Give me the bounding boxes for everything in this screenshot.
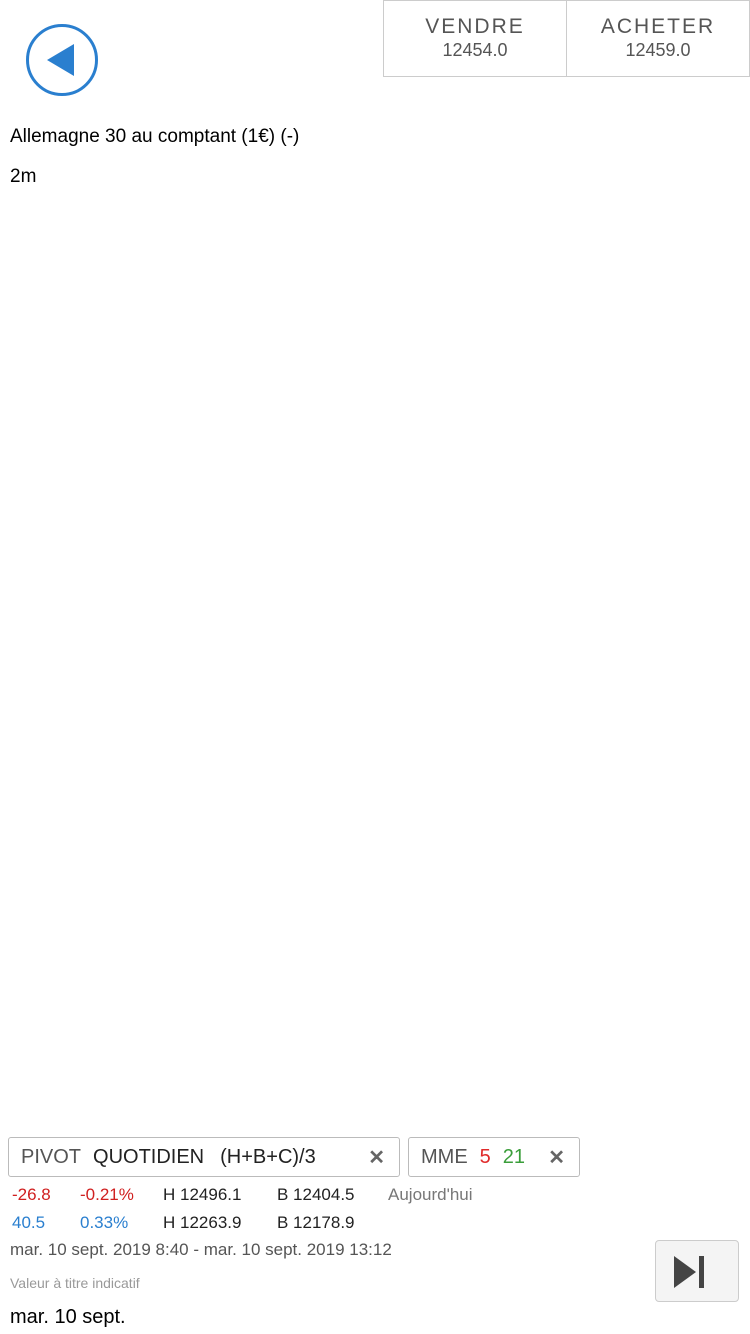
buy-button[interactable]: ACHETER 12459.0 bbox=[567, 0, 750, 77]
high: H 12263.9 bbox=[163, 1213, 242, 1232]
disclaimer: Valeur à titre indicatif bbox=[10, 1275, 140, 1291]
chart-title: Allemagne 30 au comptant (1€) (-) bbox=[0, 120, 308, 152]
legend-entry: 21 bbox=[502, 1145, 526, 1168]
pivot-chip[interactable]: PIVOT QUOTIDIEN (H+B+C)/3 ✕ bbox=[8, 1137, 400, 1177]
jump-icon bbox=[674, 1256, 704, 1288]
change-pct: -0.21% bbox=[80, 1185, 134, 1204]
sell-label: VENDRE bbox=[425, 15, 525, 38]
change: 40.5 bbox=[12, 1213, 46, 1232]
mme-name: MME bbox=[421, 1145, 468, 1168]
mme-chip[interactable]: MME 5 21 ✕ bbox=[408, 1137, 580, 1177]
info-row: -26.8 -0.21% H 12496.1 B 12404.5 Aujourd… bbox=[0, 1185, 500, 1209]
jump-to-end-button[interactable] bbox=[655, 1240, 739, 1302]
close-icon[interactable]: ✕ bbox=[368, 1146, 385, 1169]
low: B 12178.9 bbox=[277, 1213, 355, 1232]
legend-entry: 5 bbox=[479, 1145, 491, 1168]
buy-label: ACHETER bbox=[600, 15, 716, 38]
sell-price: 12454.0 bbox=[442, 40, 508, 60]
change: -26.8 bbox=[12, 1185, 51, 1204]
interval-label: 2m bbox=[10, 166, 37, 187]
buy-price: 12459.0 bbox=[625, 40, 691, 60]
back-icon bbox=[47, 44, 74, 76]
x-axis-label: mar. 10 sept. bbox=[0, 1300, 150, 1334]
period: Aujourd'hui bbox=[388, 1185, 473, 1204]
pivot-formula: (H+B+C)/3 bbox=[220, 1145, 316, 1168]
low: B 12404.5 bbox=[277, 1185, 355, 1204]
back-button[interactable] bbox=[26, 24, 98, 96]
change-pct: 0.33% bbox=[80, 1213, 129, 1232]
date-range: mar. 10 sept. 2019 8:40 - mar. 10 sept. … bbox=[8, 1239, 394, 1261]
sell-button[interactable]: VENDRE 12454.0 bbox=[383, 0, 567, 77]
close-icon[interactable]: ✕ bbox=[548, 1146, 565, 1169]
pivot-name: PIVOT bbox=[21, 1145, 82, 1168]
pivot-period: QUOTIDIEN bbox=[93, 1145, 205, 1168]
high: H 12496.1 bbox=[163, 1185, 242, 1204]
info-row: 40.5 0.33% H 12263.9 B 12178.9 bbox=[0, 1213, 380, 1237]
